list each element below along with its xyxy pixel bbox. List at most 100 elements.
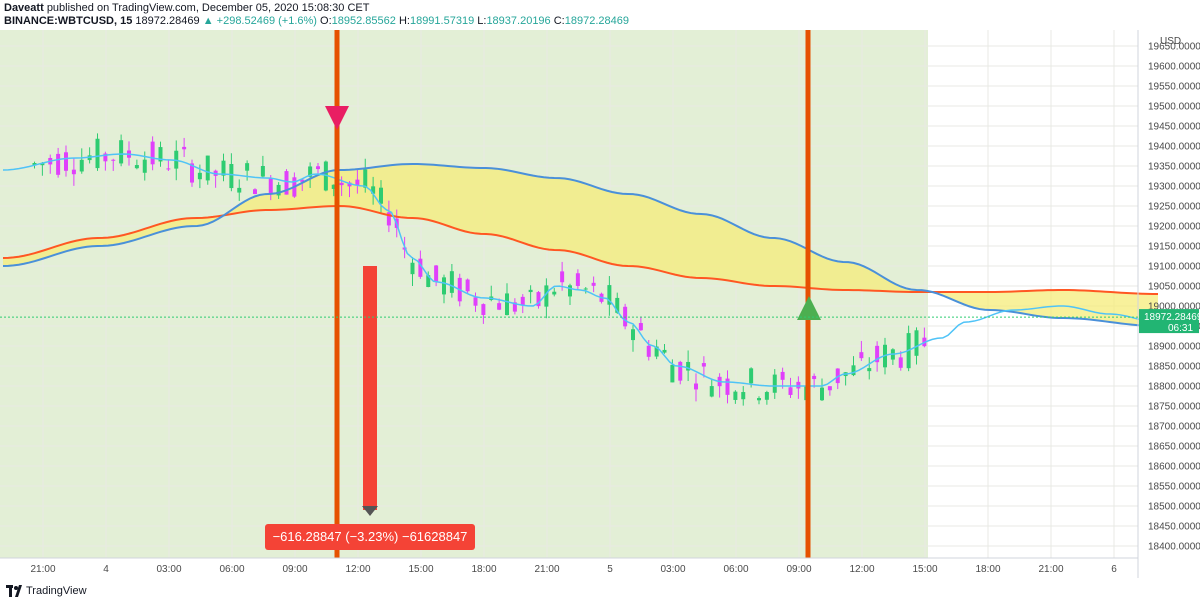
- candle-body[interactable]: [505, 293, 509, 316]
- candle-body[interactable]: [796, 381, 801, 389]
- candle-body[interactable]: [670, 364, 675, 383]
- candle-body[interactable]: [875, 345, 880, 363]
- candle-body[interactable]: [221, 160, 226, 176]
- candle-body[interactable]: [607, 285, 612, 305]
- candle-body[interactable]: [268, 178, 273, 195]
- candle-body[interactable]: [363, 169, 368, 188]
- candle-body[interactable]: [678, 361, 683, 381]
- candle-body[interactable]: [536, 292, 541, 307]
- candle-body[interactable]: [205, 155, 210, 181]
- candle-body[interactable]: [764, 392, 769, 400]
- candle-body[interactable]: [379, 187, 383, 204]
- candle-body[interactable]: [119, 140, 124, 164]
- candle-body[interactable]: [134, 165, 139, 169]
- candle-body[interactable]: [694, 383, 698, 390]
- candle-body[interactable]: [615, 297, 620, 313]
- candle-body[interactable]: [859, 352, 864, 359]
- candle-body[interactable]: [568, 285, 572, 297]
- candle-body[interactable]: [260, 165, 265, 177]
- candle-body[interactable]: [544, 285, 549, 307]
- candle-body[interactable]: [56, 153, 61, 175]
- candle-body[interactable]: [560, 271, 565, 283]
- candle-body[interactable]: [426, 275, 431, 287]
- candle-body[interactable]: [331, 184, 336, 189]
- brand-name[interactable]: TradingView: [26, 585, 87, 597]
- candle-body[interactable]: [820, 387, 824, 401]
- candle-body[interactable]: [253, 189, 257, 195]
- candle-body[interactable]: [575, 273, 580, 286]
- candle-body[interactable]: [347, 182, 352, 187]
- candle-body[interactable]: [465, 279, 470, 292]
- candle-body[interactable]: [237, 187, 242, 193]
- candle-body[interactable]: [631, 329, 635, 341]
- candle-body[interactable]: [308, 166, 313, 177]
- candle-body[interactable]: [434, 265, 439, 282]
- price-axis[interactable]: 19650.000000 19600.000000 19550.000000 1950…: [1148, 42, 1200, 553]
- candle-body[interactable]: [741, 392, 746, 400]
- candle-body[interactable]: [316, 166, 320, 170]
- symbol-label[interactable]: BINANCE:WBTCUSD, 15: [4, 15, 133, 27]
- candle-body[interactable]: [103, 153, 108, 162]
- candle-body[interactable]: [914, 330, 919, 356]
- candle-body[interactable]: [583, 288, 588, 290]
- candle-body[interactable]: [40, 162, 45, 166]
- candle-body[interactable]: [371, 186, 376, 194]
- time-axis[interactable]: 21:00 4 03:00 06:00 09:00 12:00 15:00 18:00 21:0…: [30, 564, 1117, 575]
- candle-body[interactable]: [111, 159, 116, 161]
- candle-body[interactable]: [686, 361, 691, 371]
- candle-body[interactable]: [851, 365, 856, 376]
- author-name[interactable]: Daveatt: [4, 2, 44, 14]
- measure-tool[interactable]: −616.28847 (−3.23%) −61628847: [265, 266, 475, 550]
- candle-body[interactable]: [481, 304, 486, 315]
- candle-body[interactable]: [520, 296, 525, 306]
- candle-body[interactable]: [591, 282, 596, 286]
- candle-body[interactable]: [197, 172, 202, 180]
- candle-body[interactable]: [512, 302, 517, 312]
- candle-body[interactable]: [449, 271, 454, 293]
- candle-body[interactable]: [528, 289, 533, 293]
- candle-body[interactable]: [709, 386, 714, 397]
- candle-body[interactable]: [827, 386, 832, 391]
- candle-body[interactable]: [749, 368, 754, 384]
- candle-body[interactable]: [339, 182, 344, 186]
- candle-body[interactable]: [638, 323, 643, 331]
- candle-body[interactable]: [867, 368, 872, 372]
- candle-body[interactable]: [276, 184, 281, 196]
- candle-body[interactable]: [284, 171, 289, 195]
- candle-body[interactable]: [190, 163, 194, 183]
- candle-body[interactable]: [32, 163, 37, 166]
- candle-body[interactable]: [725, 378, 730, 395]
- candle-body[interactable]: [300, 179, 305, 182]
- candle-body[interactable]: [410, 262, 415, 275]
- candle-body[interactable]: [158, 147, 163, 162]
- candle-body[interactable]: [229, 164, 234, 189]
- candle-body[interactable]: [733, 391, 738, 400]
- candle-body[interactable]: [71, 169, 76, 175]
- candle-body[interactable]: [386, 212, 391, 226]
- candle-body[interactable]: [95, 138, 100, 169]
- candle-body[interactable]: [662, 349, 667, 353]
- measure-box[interactable]: [363, 266, 377, 510]
- candle-body[interactable]: [418, 258, 423, 277]
- candle-body[interactable]: [166, 168, 171, 170]
- candle-body[interactable]: [64, 152, 68, 171]
- candle-body[interactable]: [245, 163, 250, 171]
- candle-body[interactable]: [812, 375, 817, 380]
- candle-body[interactable]: [788, 387, 793, 395]
- candle-body[interactable]: [757, 398, 761, 401]
- candle-body[interactable]: [623, 306, 628, 327]
- candle-body[interactable]: [355, 179, 360, 186]
- candle-body[interactable]: [442, 277, 446, 295]
- candle-body[interactable]: [497, 303, 502, 310]
- candle-body[interactable]: [182, 146, 187, 150]
- candle-body[interactable]: [780, 371, 785, 380]
- candle-body[interactable]: [473, 297, 478, 306]
- candle-body[interactable]: [150, 141, 155, 165]
- candle-body[interactable]: [898, 357, 903, 368]
- candle-body[interactable]: [646, 345, 651, 357]
- candle-body[interactable]: [701, 363, 706, 367]
- price-chart[interactable]: −616.28847 (−3.23%) −61628847 19650.0000…: [0, 0, 1200, 580]
- candle-body[interactable]: [654, 346, 659, 357]
- candle-body[interactable]: [772, 374, 777, 393]
- candle-body[interactable]: [552, 291, 557, 295]
